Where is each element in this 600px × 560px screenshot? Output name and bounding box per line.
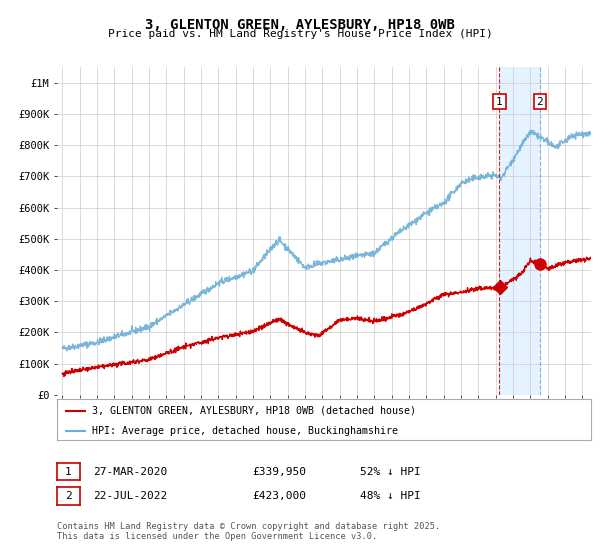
Text: 1: 1 bbox=[496, 96, 503, 106]
Text: 48% ↓ HPI: 48% ↓ HPI bbox=[360, 491, 421, 501]
Text: 3, GLENTON GREEN, AYLESBURY, HP18 0WB: 3, GLENTON GREEN, AYLESBURY, HP18 0WB bbox=[145, 18, 455, 32]
Text: Price paid vs. HM Land Registry's House Price Index (HPI): Price paid vs. HM Land Registry's House … bbox=[107, 29, 493, 39]
Text: 22-JUL-2022: 22-JUL-2022 bbox=[93, 491, 167, 501]
Text: Contains HM Land Registry data © Crown copyright and database right 2025.
This d: Contains HM Land Registry data © Crown c… bbox=[57, 522, 440, 542]
Text: £423,000: £423,000 bbox=[252, 491, 306, 501]
Text: 27-MAR-2020: 27-MAR-2020 bbox=[93, 466, 167, 477]
Text: 1: 1 bbox=[65, 466, 72, 477]
Text: 3, GLENTON GREEN, AYLESBURY, HP18 0WB (detached house): 3, GLENTON GREEN, AYLESBURY, HP18 0WB (d… bbox=[92, 405, 416, 416]
Text: 2: 2 bbox=[65, 491, 72, 501]
Text: HPI: Average price, detached house, Buckinghamshire: HPI: Average price, detached house, Buck… bbox=[92, 426, 398, 436]
Text: £339,950: £339,950 bbox=[252, 466, 306, 477]
Bar bbox=[499, 67, 540, 395]
Text: 2: 2 bbox=[536, 96, 543, 106]
Text: 52% ↓ HPI: 52% ↓ HPI bbox=[360, 466, 421, 477]
